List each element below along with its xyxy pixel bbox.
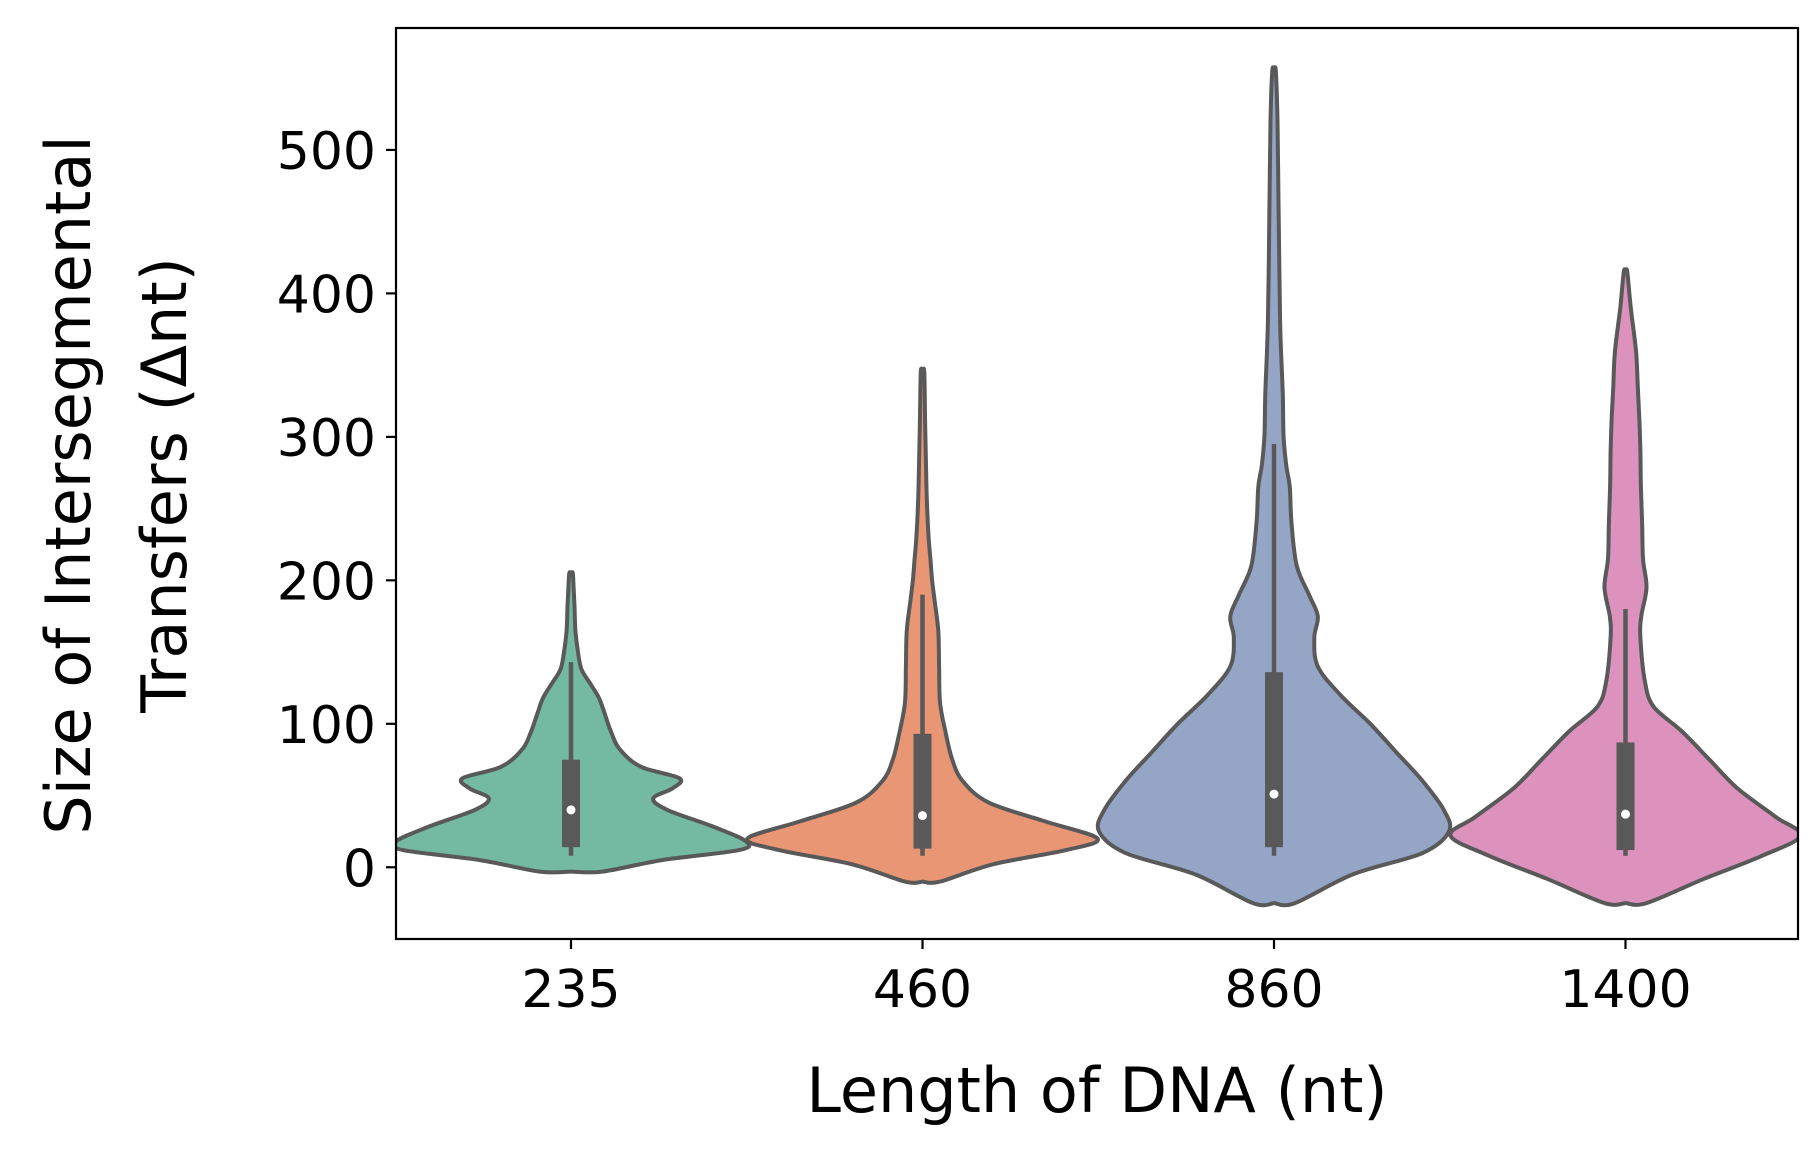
median-dot-235 — [566, 805, 576, 815]
y-tick-label: 100 — [277, 696, 376, 756]
plot-frame — [394, 26, 1800, 941]
x-axis-ticks: 235 460 860 1400 — [521, 939, 1692, 1020]
x-tick-label: 235 — [521, 960, 620, 1020]
iqr-box-235 — [562, 759, 580, 848]
x-tick-label: 860 — [1224, 960, 1323, 1020]
iqr-box-460 — [913, 733, 932, 849]
y-axis-label: Size of Intersegmental Transfers (Δnt) — [32, 135, 201, 834]
y-tick-label: 200 — [277, 552, 376, 612]
y-axis-ticks: 0 100 200 300 400 500 — [277, 122, 396, 899]
y-axis-label-line-1: Size of Intersegmental — [32, 135, 105, 834]
iqr-box-860 — [1265, 672, 1283, 848]
median-dot-460 — [918, 811, 927, 821]
x-tick-label: 1400 — [1559, 960, 1691, 1020]
median-dot-860 — [1269, 789, 1279, 799]
x-axis-label: Length of DNA (nt) — [806, 1054, 1387, 1127]
violins-layer — [396, 65, 1798, 908]
y-axis-label-line-2: Transfers (Δnt) — [128, 257, 201, 714]
median-dot-1400 — [1621, 809, 1630, 819]
y-tick-label: 400 — [277, 265, 376, 325]
iqr-box-1400 — [1616, 742, 1635, 851]
y-tick-label: 300 — [277, 409, 376, 469]
violin-1400 — [1448, 267, 1798, 907]
x-tick-label: 460 — [873, 960, 972, 1020]
y-tick-label: 0 — [343, 839, 376, 899]
y-tick-label: 500 — [277, 122, 376, 182]
